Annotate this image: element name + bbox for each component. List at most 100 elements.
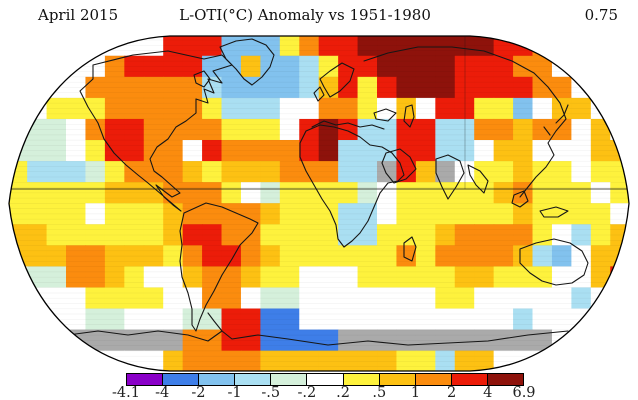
map-cell: [163, 350, 184, 371]
map-cell: [357, 266, 378, 289]
map-cell: [532, 308, 553, 331]
map-cell: [46, 224, 67, 246]
map-cell: [610, 203, 629, 225]
map-cell: [299, 203, 320, 225]
map-cell: [85, 161, 106, 183]
plot-date-label: April 2015: [38, 6, 119, 24]
map-cell: [202, 140, 223, 162]
map-cell: [318, 97, 339, 120]
legend-tick-label: -.5: [261, 385, 281, 400]
map-cell: [260, 203, 281, 225]
map-cell: [318, 245, 339, 267]
map-cell: [415, 224, 436, 246]
map-cell: [202, 203, 223, 225]
map-cell: [124, 118, 145, 141]
legend-tick-label: -4: [155, 385, 170, 400]
map-cell: [221, 55, 242, 78]
map-cell: [571, 203, 592, 225]
map-cell: [454, 266, 475, 289]
map-cell: [454, 224, 475, 246]
map-cell: [66, 140, 87, 162]
map-cell: [163, 161, 184, 183]
map-cell: [27, 329, 48, 352]
map-cell: [221, 140, 242, 162]
map-cell: [513, 97, 534, 120]
map-cell: [415, 245, 436, 267]
map-cell: [163, 329, 184, 352]
legend-tick-label: 4: [483, 385, 493, 400]
map-cell: [551, 182, 572, 204]
map-cell: [435, 36, 456, 57]
map-cell: [318, 55, 339, 78]
map-cell: [610, 350, 629, 371]
map-cell: [104, 76, 125, 99]
map-cell: [532, 182, 553, 204]
map-cell: [493, 161, 514, 183]
map-cell: [551, 140, 572, 162]
coastline-path: [299, 124, 405, 248]
map-cell: [182, 245, 203, 267]
map-cell: [377, 182, 398, 204]
coastline-path: [311, 120, 385, 130]
map-cell: [532, 55, 553, 78]
map-cell: [610, 36, 629, 57]
map-cell: [435, 161, 456, 183]
map-cell: [493, 287, 514, 310]
map-cell: [46, 182, 67, 204]
map-cell: [396, 266, 417, 289]
map-cell: [299, 224, 320, 246]
map-cell: [66, 118, 87, 141]
coastline-path: [555, 104, 569, 124]
map-cell: [143, 118, 164, 141]
map-cell: [435, 266, 456, 289]
map-cell: [279, 287, 300, 310]
map-cell: [318, 350, 339, 371]
map-cell: [493, 203, 514, 225]
map-cell: [46, 118, 67, 141]
map-cell: [143, 224, 164, 246]
map-cell: [357, 118, 378, 141]
map-cell: [143, 203, 164, 225]
map-cell: [260, 308, 281, 331]
map-cell: [474, 76, 495, 99]
map-cell: [279, 161, 300, 183]
map-cell: [299, 287, 320, 310]
map-cell: [143, 329, 164, 352]
color-scale-tick-labels: -4.1 -4 -2 -1 -.5 -.2 .2 .5 1 2 4 6.9: [112, 385, 536, 400]
map-cell: [46, 161, 67, 183]
map-cell: [66, 161, 87, 183]
map-cell: [143, 287, 164, 310]
map-cell: [551, 308, 572, 331]
map-cell: [104, 245, 125, 267]
map-cell: [104, 97, 125, 120]
map-cell: [338, 308, 359, 331]
map-cell: [474, 140, 495, 162]
coastline-path: [363, 46, 567, 198]
map-cell: [610, 287, 629, 310]
map-cell: [513, 245, 534, 267]
coastline-path: [313, 86, 325, 102]
map-cell: [66, 308, 87, 331]
map-cell: [143, 55, 164, 78]
map-cell: [357, 76, 378, 99]
coastline-path: [607, 280, 621, 300]
map-cell: [46, 245, 67, 267]
map-cell: [104, 182, 125, 204]
map-cell: [532, 161, 553, 183]
map-cell: [124, 140, 145, 162]
map-cell: [396, 329, 417, 352]
legend-tick-label: 6.9: [512, 385, 536, 400]
map-cell: [318, 182, 339, 204]
map-cell: [46, 350, 67, 371]
color-scale-bar: [126, 373, 524, 386]
map-cell: [240, 287, 261, 310]
map-cell: [85, 55, 106, 78]
map-cell: [299, 350, 320, 371]
map-cell: [377, 329, 398, 352]
map-cell: [590, 350, 611, 371]
map-cell: [318, 224, 339, 246]
map-cell: [610, 308, 629, 331]
map-cell: [377, 36, 398, 57]
map-cell: [532, 140, 553, 162]
map-cell: [240, 118, 261, 141]
